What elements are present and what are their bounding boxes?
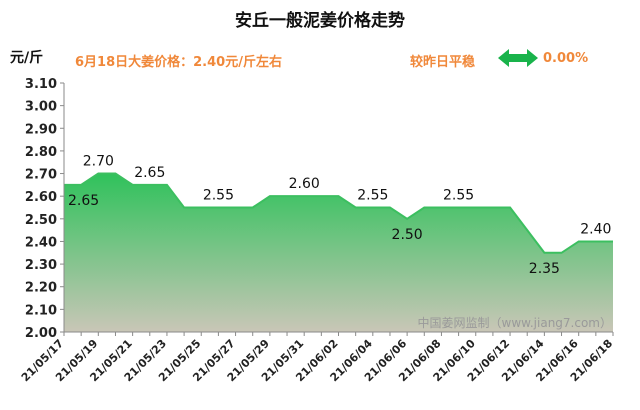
y-tick-label: 2.10 [25, 303, 57, 318]
y-tick-label: 3.10 [25, 77, 57, 92]
data-label: 2.50 [392, 227, 423, 243]
chart-title: 安丘一般泥姜价格走势 [235, 11, 405, 31]
data-label: 2.40 [580, 221, 611, 237]
y-tick-label: 3.00 [25, 100, 57, 115]
data-label: 2.65 [68, 193, 99, 209]
compare-label: 较昨日平稳 [410, 55, 476, 70]
price-note: 6月18日大姜价格：2.40元/斤左右 [75, 55, 282, 70]
data-label: 2.55 [203, 188, 234, 204]
y-tick-label: 2.90 [25, 122, 57, 137]
data-label: 2.55 [443, 188, 474, 204]
y-tick-label: 2.30 [25, 258, 57, 273]
y-tick-label: 2.60 [25, 190, 57, 205]
y-tick-label: 2.20 [25, 281, 57, 296]
y-tick-label: 2.70 [25, 168, 57, 183]
data-label: 2.55 [357, 188, 388, 204]
double-arrow-shape [498, 49, 538, 67]
data-label: 2.60 [289, 176, 320, 192]
y-tick-label: 2.00 [25, 326, 57, 341]
price-line [64, 172, 613, 254]
data-label: 2.70 [83, 154, 114, 170]
compare-value: 0.00% [543, 51, 589, 66]
watermark-text: 中国姜网监制（www.jiang7.com） [418, 315, 612, 330]
price-area [64, 173, 613, 332]
data-label: 2.65 [134, 165, 165, 181]
y-tick-label: 2.50 [25, 213, 57, 228]
double-arrow-icon [498, 49, 538, 67]
y-tick-label: 2.40 [25, 235, 57, 250]
y-axis-unit: 元/斤 [10, 50, 44, 66]
data-label: 2.35 [529, 261, 560, 277]
y-tick-label: 2.80 [25, 145, 57, 160]
